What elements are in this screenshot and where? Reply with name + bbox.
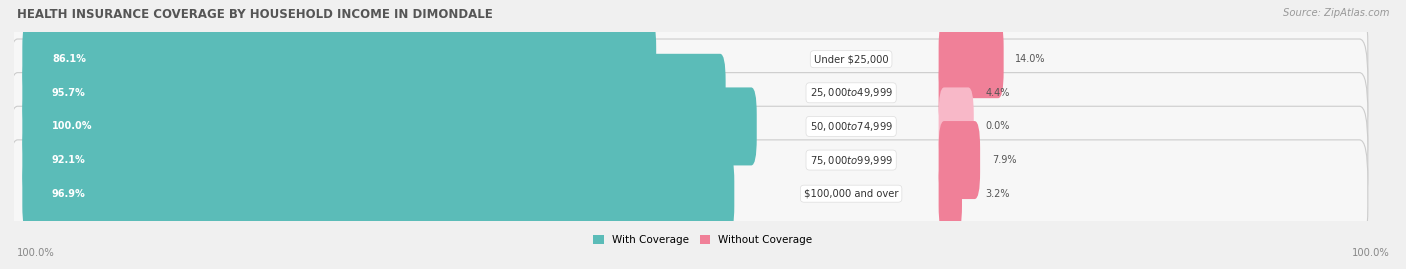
Text: 100.0%: 100.0% [1351, 248, 1389, 258]
Legend: With Coverage, Without Coverage: With Coverage, Without Coverage [589, 231, 817, 249]
FancyBboxPatch shape [22, 121, 700, 199]
Text: 4.4%: 4.4% [986, 88, 1010, 98]
Text: 100.0%: 100.0% [52, 121, 93, 132]
FancyBboxPatch shape [10, 73, 1368, 180]
FancyBboxPatch shape [10, 140, 1368, 247]
FancyBboxPatch shape [22, 87, 756, 165]
FancyBboxPatch shape [22, 20, 657, 98]
Text: 0.0%: 0.0% [986, 121, 1010, 132]
Text: 14.0%: 14.0% [1015, 54, 1046, 64]
Text: 92.1%: 92.1% [52, 155, 86, 165]
FancyBboxPatch shape [939, 20, 1004, 98]
Text: 100.0%: 100.0% [17, 248, 55, 258]
Text: 7.9%: 7.9% [991, 155, 1017, 165]
FancyBboxPatch shape [10, 39, 1368, 147]
Text: 3.2%: 3.2% [986, 189, 1010, 199]
Text: HEALTH INSURANCE COVERAGE BY HOUSEHOLD INCOME IN DIMONDALE: HEALTH INSURANCE COVERAGE BY HOUSEHOLD I… [17, 8, 492, 21]
FancyBboxPatch shape [939, 54, 966, 132]
FancyBboxPatch shape [22, 155, 734, 233]
FancyBboxPatch shape [10, 5, 1368, 113]
FancyBboxPatch shape [939, 121, 980, 199]
Text: 96.9%: 96.9% [52, 189, 86, 199]
FancyBboxPatch shape [939, 87, 974, 165]
FancyBboxPatch shape [22, 54, 725, 132]
Text: $100,000 and over: $100,000 and over [804, 189, 898, 199]
Text: 86.1%: 86.1% [52, 54, 86, 64]
Text: $25,000 to $49,999: $25,000 to $49,999 [810, 86, 893, 99]
Text: $50,000 to $74,999: $50,000 to $74,999 [810, 120, 893, 133]
Text: Source: ZipAtlas.com: Source: ZipAtlas.com [1282, 8, 1389, 18]
Text: $75,000 to $99,999: $75,000 to $99,999 [810, 154, 893, 167]
FancyBboxPatch shape [939, 155, 962, 233]
Text: 95.7%: 95.7% [52, 88, 86, 98]
Text: Under $25,000: Under $25,000 [814, 54, 889, 64]
FancyBboxPatch shape [10, 106, 1368, 214]
